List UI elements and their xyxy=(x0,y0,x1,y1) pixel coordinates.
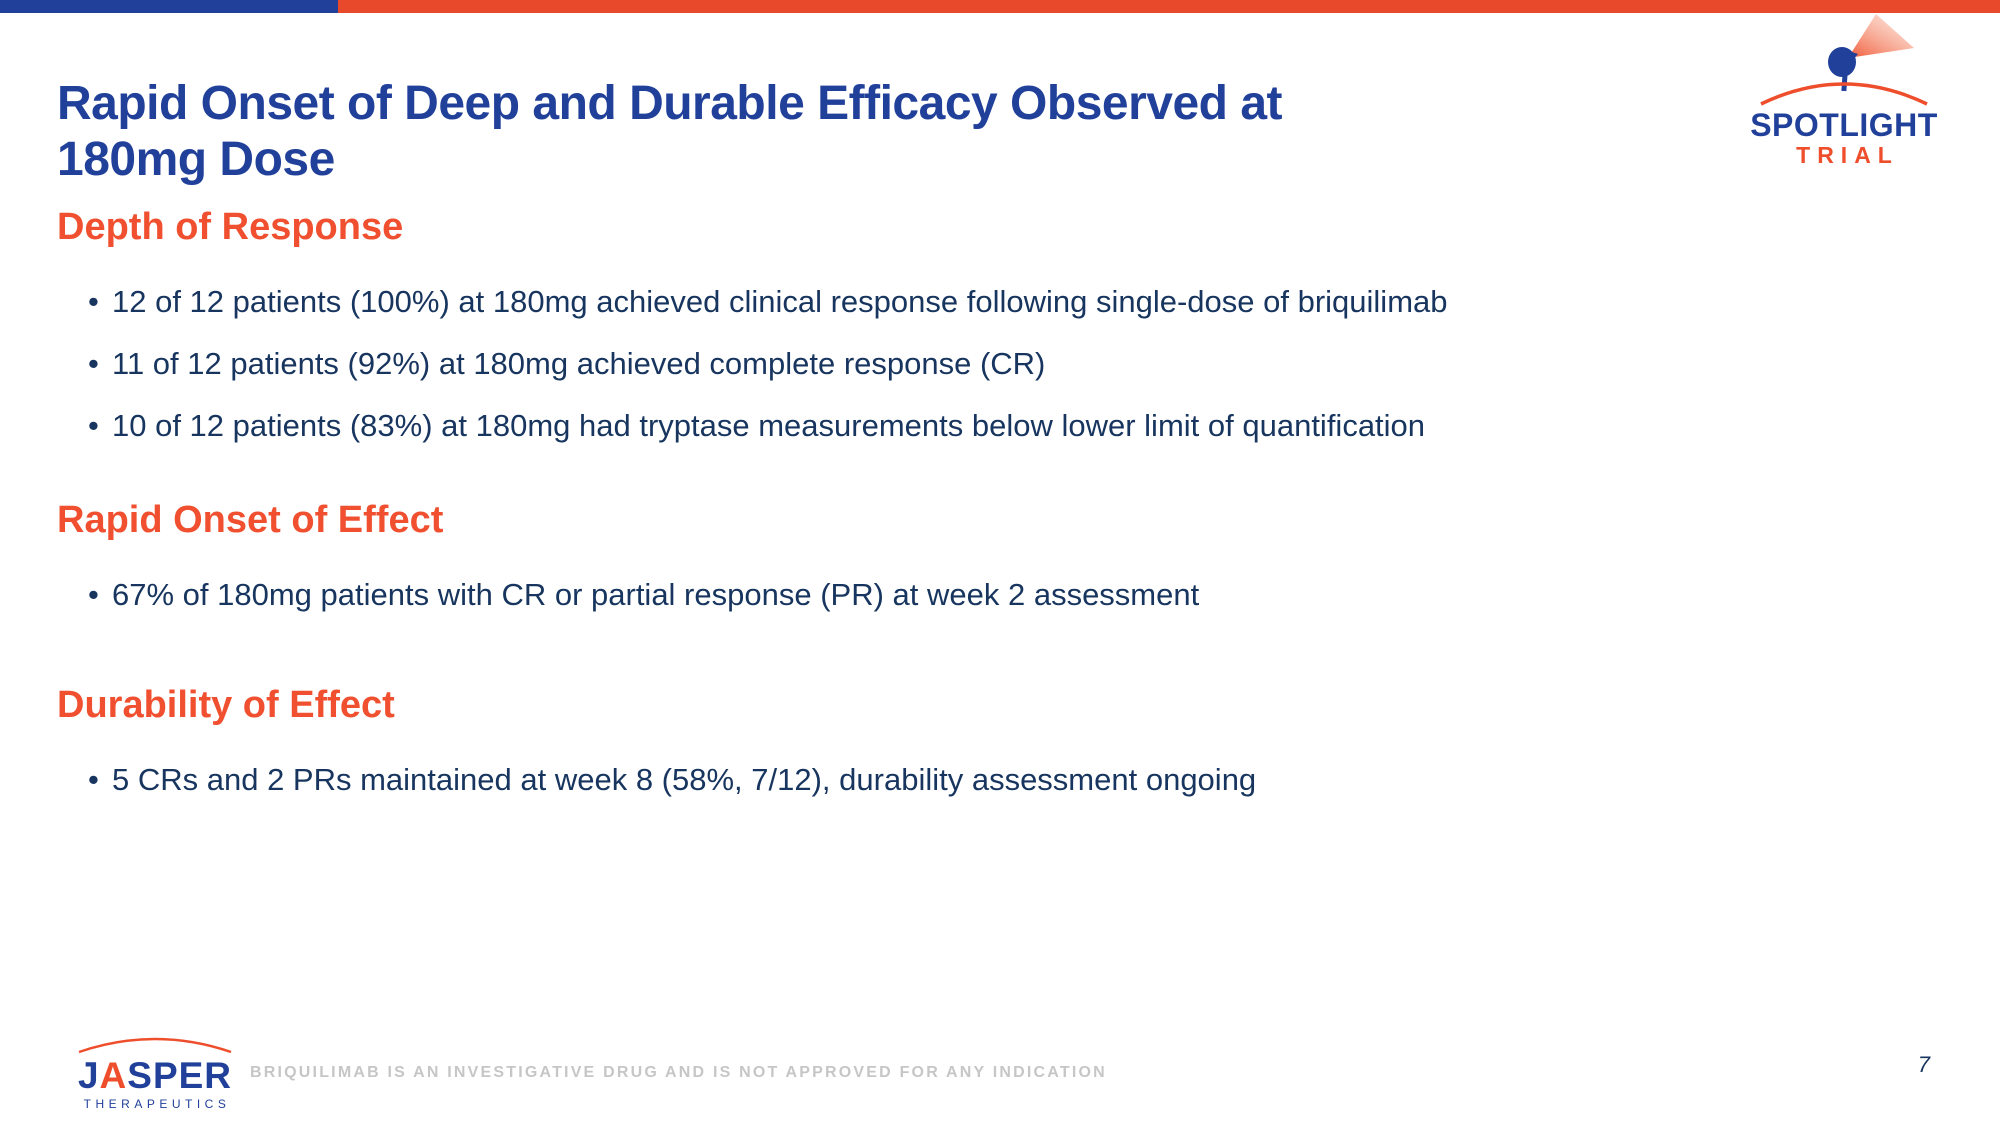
section-depth-of-response: Depth of Response • 12 of 12 patients (1… xyxy=(57,205,1960,471)
jasper-wordmark: JASPER xyxy=(75,1057,235,1095)
disclaimer-text: BRIQUILIMAB IS AN INVESTIGATIVE DRUG AND… xyxy=(250,1064,1107,1081)
page-title-line2: 180mg Dose xyxy=(57,133,335,187)
list-item: • 11 of 12 patients (92%) at 180mg achie… xyxy=(57,347,1960,381)
top-bar-orange-segment xyxy=(338,0,2000,13)
bullet-dot: • xyxy=(88,408,99,443)
section-durability-of-effect: Durability of Effect • 5 CRs and 2 PRs m… xyxy=(57,683,1960,825)
page-title: Rapid Onset of Deep and Durable Efficacy… xyxy=(57,76,1457,188)
spotlight-arc xyxy=(1760,82,1928,106)
list-item: • 67% of 180mg patients with CR or parti… xyxy=(57,578,1960,612)
bullet-text: 67% of 180mg patients with CR or partial… xyxy=(112,577,1200,612)
bullet-text: 11 of 12 patients (92%) at 180mg achieve… xyxy=(112,346,1046,381)
jasper-letter-a: A xyxy=(99,1055,128,1096)
list-item: • 12 of 12 patients (100%) at 180mg achi… xyxy=(57,285,1960,319)
spotlight-beam xyxy=(1848,14,1914,58)
list-item: • 5 CRs and 2 PRs maintained at week 8 (… xyxy=(57,763,1960,797)
bullet-text: 5 CRs and 2 PRs maintained at week 8 (58… xyxy=(112,762,1257,797)
top-bar-blue-segment xyxy=(0,0,338,13)
spotlight-lamp-tip xyxy=(1840,48,1858,68)
jasper-subtext: THERAPEUTICS xyxy=(83,1097,231,1111)
bullet-dot: • xyxy=(88,577,99,612)
page-number: 7 xyxy=(1917,1052,1930,1077)
spotlight-icon xyxy=(1760,14,1928,106)
bullet-list: • 67% of 180mg patients with CR or parti… xyxy=(57,578,1960,612)
section-heading: Durability of Effect xyxy=(57,684,395,726)
section-heading: Rapid Onset of Effect xyxy=(57,499,444,541)
section-heading: Depth of Response xyxy=(57,206,404,248)
bullet-dot: • xyxy=(88,284,99,319)
spotlight-trial-text: TRIAL xyxy=(1796,142,1899,168)
bullet-text: 12 of 12 patients (100%) at 180mg achiev… xyxy=(112,284,1448,319)
bullet-dot: • xyxy=(88,762,99,797)
jasper-letter-j: J xyxy=(77,1055,100,1096)
page-title-line1: Rapid Onset of Deep and Durable Efficacy… xyxy=(57,77,1283,131)
section-rapid-onset-of-effect: Rapid Onset of Effect • 67% of 180mg pat… xyxy=(57,498,1960,640)
jasper-therapeutics-logo: JASPER THERAPEUTICS xyxy=(75,1034,235,1111)
jasper-arc-icon xyxy=(78,1037,232,1054)
bullet-list: • 12 of 12 patients (100%) at 180mg achi… xyxy=(57,285,1960,443)
bullet-text: 10 of 12 patients (83%) at 180mg had try… xyxy=(112,408,1426,443)
list-item: • 10 of 12 patients (83%) at 180mg had t… xyxy=(57,409,1960,443)
bullet-list: • 5 CRs and 2 PRs maintained at week 8 (… xyxy=(57,763,1960,797)
spotlight-wordmark: SPOTLIGHT xyxy=(1750,107,1938,143)
bullet-dot: • xyxy=(88,346,99,381)
spotlight-trial-logo: SPOTLIGHT TRIAL xyxy=(1736,12,1952,168)
jasper-letters-sper: SPER xyxy=(127,1055,233,1096)
top-accent-bar xyxy=(0,0,2000,13)
